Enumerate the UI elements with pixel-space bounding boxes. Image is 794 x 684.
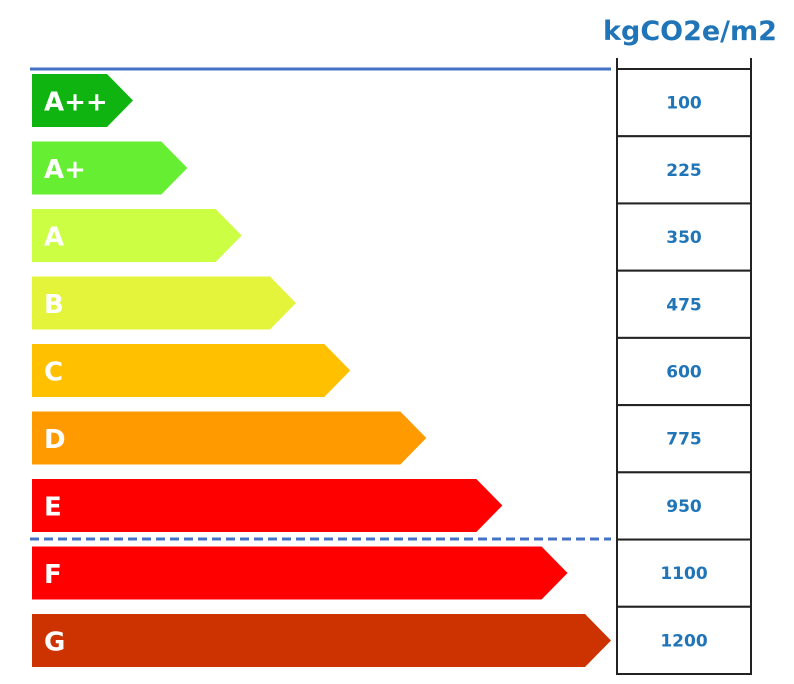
rating-bar-f (32, 546, 568, 600)
rating-label-e: E (44, 493, 62, 523)
rating-bar-e (32, 479, 503, 532)
value-cell-e (616, 471, 752, 541)
rating-bar-aplus (32, 141, 188, 195)
rating-bar-a (32, 209, 242, 262)
value-label-d: 775 (666, 430, 702, 450)
value-label-f: 1100 (660, 564, 707, 584)
rating-bar-g (32, 614, 611, 667)
rating-label-d: D (44, 425, 66, 455)
value-cell-f (616, 538, 752, 608)
rating-label-a: A (44, 223, 64, 253)
rating-bar-aplusplus (32, 74, 133, 127)
unit-label: kgCO2e/m2 (603, 16, 777, 47)
value-label-a: 350 (666, 228, 702, 248)
value-label-aplusplus: 100 (666, 94, 702, 114)
rating-label-b: B (44, 290, 64, 320)
rating-bar-b (32, 276, 296, 330)
value-cell-aplus (616, 135, 752, 205)
rating-label-aplusplus: A++ (44, 88, 108, 118)
value-label-aplus: 225 (666, 161, 702, 181)
rating-label-c: C (44, 358, 63, 388)
value-cell-b (616, 269, 752, 339)
value-label-e: 950 (666, 497, 702, 517)
value-table: 100 225 350 475 600 775 950 1100 1200 (616, 58, 752, 675)
rating-label-f: F (44, 560, 62, 590)
value-label-g: 1200 (660, 631, 707, 651)
value-cell-c (616, 336, 752, 407)
rating-bars: A++ A+ A B C D E F G (32, 74, 611, 667)
value-cell-g (616, 605, 752, 675)
value-label-c: 600 (666, 363, 702, 383)
rating-bar-d (32, 411, 427, 465)
rating-label-g: G (44, 628, 65, 658)
rating-label-aplus: A+ (44, 155, 86, 185)
value-label-b: 475 (666, 295, 702, 315)
rating-bar-c (32, 344, 351, 397)
value-cell-a (616, 202, 752, 272)
value-cell-d (616, 404, 752, 474)
